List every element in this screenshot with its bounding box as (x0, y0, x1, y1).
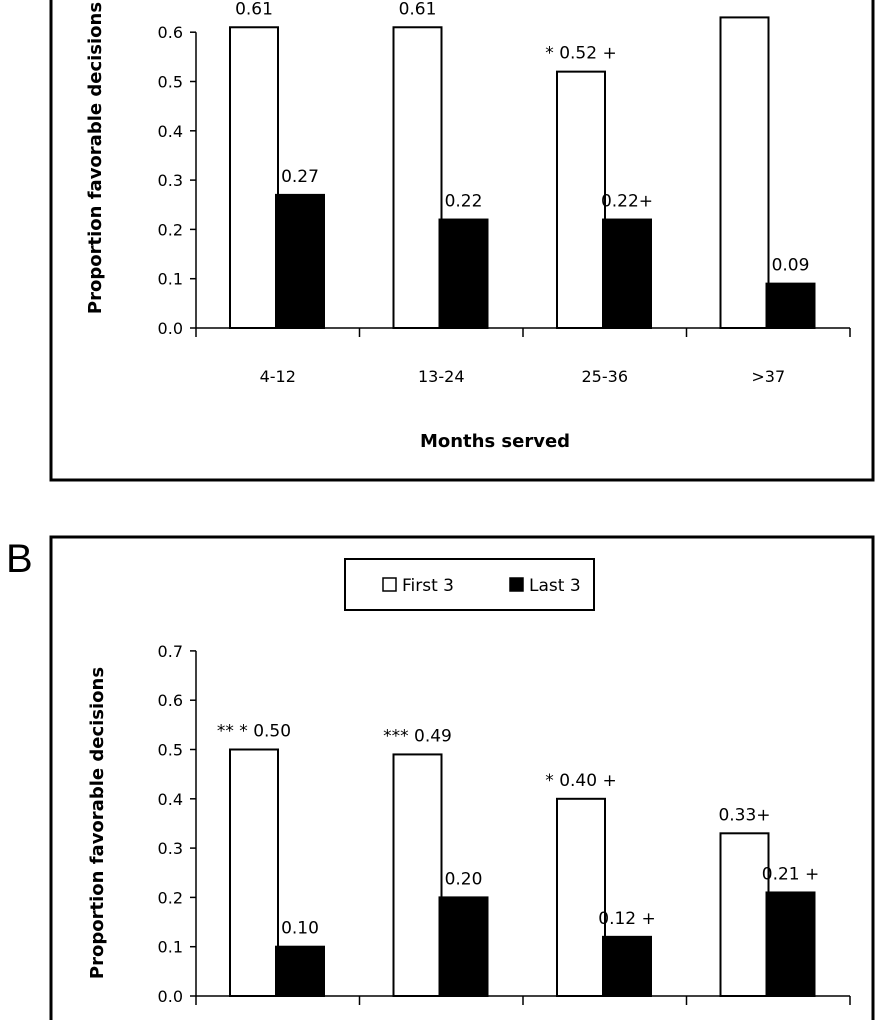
panel-b-bar (556, 797, 606, 997)
panel-a-x-tick-label: 25-36 (582, 367, 629, 386)
panel-b-legend: First 3 Last 3 (344, 558, 595, 611)
legend-swatch-last-3 (509, 577, 524, 592)
panel-b-bar (229, 748, 279, 997)
panel-b-bar (602, 935, 652, 998)
panel-a-bar (275, 193, 325, 329)
panel-a-data-label: 0.22 (445, 192, 483, 212)
panel-a-chart: 0.0 0.1 0.2 0.3 0.4 0.5 0.6 0.61 0.27 4-12 0.61 0.2… (158, 0, 851, 386)
panel-b-y-tick-label: 0.2 (158, 888, 183, 907)
panel-b-y-tick-label: 0.7 (158, 642, 183, 661)
panel-b-chart: 0.0 0.1 0.2 0.3 0.4 0.5 0.6 0.7 ** * 0.50 0.10 ***… (158, 642, 851, 1006)
legend-label-last-3: Last 3 (529, 576, 581, 596)
panel-b-bar (765, 891, 816, 997)
panel-b-y-tick-label: 0.4 (158, 790, 183, 809)
panel-b-y-axis-title: Proportion favorable decisions (87, 667, 108, 979)
panel-a-y-tick-label: 0.6 (158, 23, 183, 42)
panel-b-frame (49, 535, 875, 1020)
panel-a-y-tick-label: 0.0 (158, 319, 183, 338)
panel-a-data-label: 0.27 (281, 167, 319, 187)
panel-a-bar (229, 26, 279, 330)
panel-a-bar (392, 26, 443, 330)
panel-a-data-label: 0.61 (399, 0, 437, 19)
panel-b-data-label: 0.20 (445, 869, 483, 889)
panel-b-data-label: 0.33+ (718, 805, 770, 825)
panel-a-frame (49, 0, 875, 482)
panel-b-data-label: 0.21 + (762, 864, 820, 884)
panel-b-y-tick-label: 0.1 (158, 938, 183, 957)
panel-a-y-tick-label: 0.2 (158, 220, 183, 239)
panel-a-y-tick-label: 0.4 (158, 122, 183, 141)
panel-a-bar (765, 282, 816, 330)
panel-a-bar (719, 16, 770, 329)
panel-b-bar (719, 832, 770, 997)
panel-b-y-tick-label: 0.3 (158, 839, 183, 858)
panel-a-bar (438, 218, 489, 329)
legend-label-first-3: First 3 (402, 576, 454, 596)
panel-a-y-tick-label: 0.1 (158, 270, 183, 289)
panel-a-x-tick-label: >37 (751, 367, 785, 386)
panel-b-data-label: *** 0.49 (383, 726, 452, 746)
panel-b-bar (438, 896, 489, 998)
panel-b-y-tick-label: 0.0 (158, 987, 183, 1006)
panel-a-data-label: 0.09 (772, 256, 810, 276)
panel-b-y-tick-label: 0.6 (158, 691, 183, 710)
panel-b-data-label: * 0.40 + (545, 771, 616, 791)
panel-a-data-label: 0.61 (235, 0, 273, 19)
panel-a-x-axis-title: Months served (420, 431, 570, 452)
panel-a-y-axis-title: Proportion favorable decisions (85, 2, 106, 314)
panel-a-data-label: 0.22+ (601, 192, 653, 212)
legend-swatch-first-3 (382, 577, 397, 592)
panel-b-letter: B (6, 537, 33, 581)
panel-b-data-label: 0.10 (281, 919, 319, 939)
panel-b-bar (392, 753, 443, 997)
panel-b-data-label: 0.12 + (598, 909, 656, 929)
panel-a-bar (602, 218, 652, 329)
panel-b-y-tick-label: 0.5 (158, 741, 183, 760)
panel-a-y-tick-label: 0.3 (158, 171, 183, 190)
panel-a-bar (556, 70, 606, 329)
panel-b-bar (275, 945, 325, 998)
panel-b-data-label: ** * 0.50 (217, 722, 291, 742)
panel-a-x-tick-label: 13-24 (418, 367, 465, 386)
panel-a-x-tick-label: 4-12 (260, 367, 296, 386)
panel-a-data-label: * 0.52 + (545, 44, 616, 64)
panel-a-y-tick-label: 0.5 (158, 73, 183, 92)
